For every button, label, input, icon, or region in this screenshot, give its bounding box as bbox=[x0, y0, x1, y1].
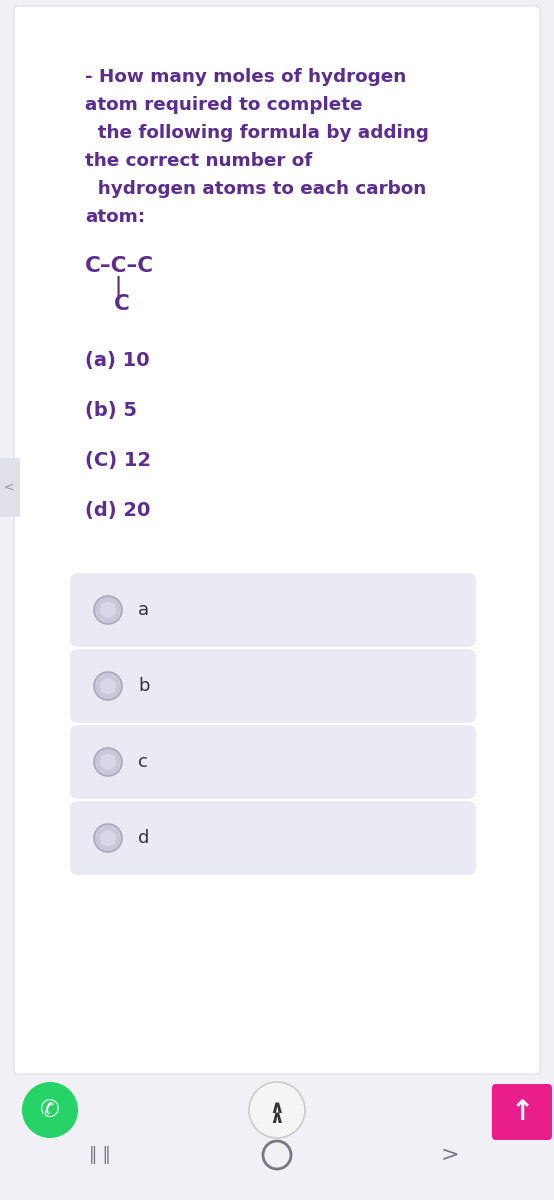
Text: the following formula by adding: the following formula by adding bbox=[85, 124, 429, 142]
Text: |: | bbox=[115, 276, 121, 296]
Text: d: d bbox=[138, 829, 150, 847]
FancyBboxPatch shape bbox=[70, 649, 476, 722]
Text: hydrogen atoms to each carbon: hydrogen atoms to each carbon bbox=[85, 180, 426, 198]
FancyBboxPatch shape bbox=[70, 572, 476, 647]
Text: ‖ ‖: ‖ ‖ bbox=[89, 1146, 111, 1164]
Circle shape bbox=[94, 748, 122, 776]
Text: atom required to complete: atom required to complete bbox=[85, 96, 362, 114]
Circle shape bbox=[22, 1082, 78, 1138]
Text: <: < bbox=[4, 480, 14, 493]
Text: ∧: ∧ bbox=[270, 1109, 284, 1127]
Text: ∧: ∧ bbox=[270, 1099, 284, 1117]
Text: - How many moles of hydrogen: - How many moles of hydrogen bbox=[85, 68, 406, 86]
Text: (a) 10: (a) 10 bbox=[85, 350, 150, 370]
FancyBboxPatch shape bbox=[70, 725, 476, 799]
Text: atom:: atom: bbox=[85, 208, 145, 226]
Text: (d) 20: (d) 20 bbox=[85, 502, 150, 520]
Circle shape bbox=[100, 602, 116, 618]
Text: >: > bbox=[440, 1145, 459, 1165]
Text: (b) 5: (b) 5 bbox=[85, 401, 137, 420]
Circle shape bbox=[94, 596, 122, 624]
Text: c: c bbox=[138, 754, 148, 770]
Circle shape bbox=[94, 672, 122, 700]
Text: C: C bbox=[114, 294, 130, 314]
Text: a: a bbox=[138, 601, 149, 619]
Text: C–C–C: C–C–C bbox=[85, 256, 154, 276]
FancyBboxPatch shape bbox=[14, 6, 540, 1074]
Circle shape bbox=[100, 678, 116, 694]
FancyBboxPatch shape bbox=[0, 458, 20, 517]
Circle shape bbox=[249, 1082, 305, 1138]
FancyBboxPatch shape bbox=[492, 1084, 552, 1140]
Circle shape bbox=[100, 754, 116, 770]
FancyBboxPatch shape bbox=[70, 802, 476, 875]
Circle shape bbox=[94, 824, 122, 852]
Text: b: b bbox=[138, 677, 150, 695]
Text: ✆: ✆ bbox=[40, 1098, 60, 1122]
Text: (C) 12: (C) 12 bbox=[85, 451, 151, 470]
Circle shape bbox=[100, 830, 116, 846]
Text: ↑: ↑ bbox=[510, 1098, 534, 1126]
Text: the correct number of: the correct number of bbox=[85, 152, 312, 170]
